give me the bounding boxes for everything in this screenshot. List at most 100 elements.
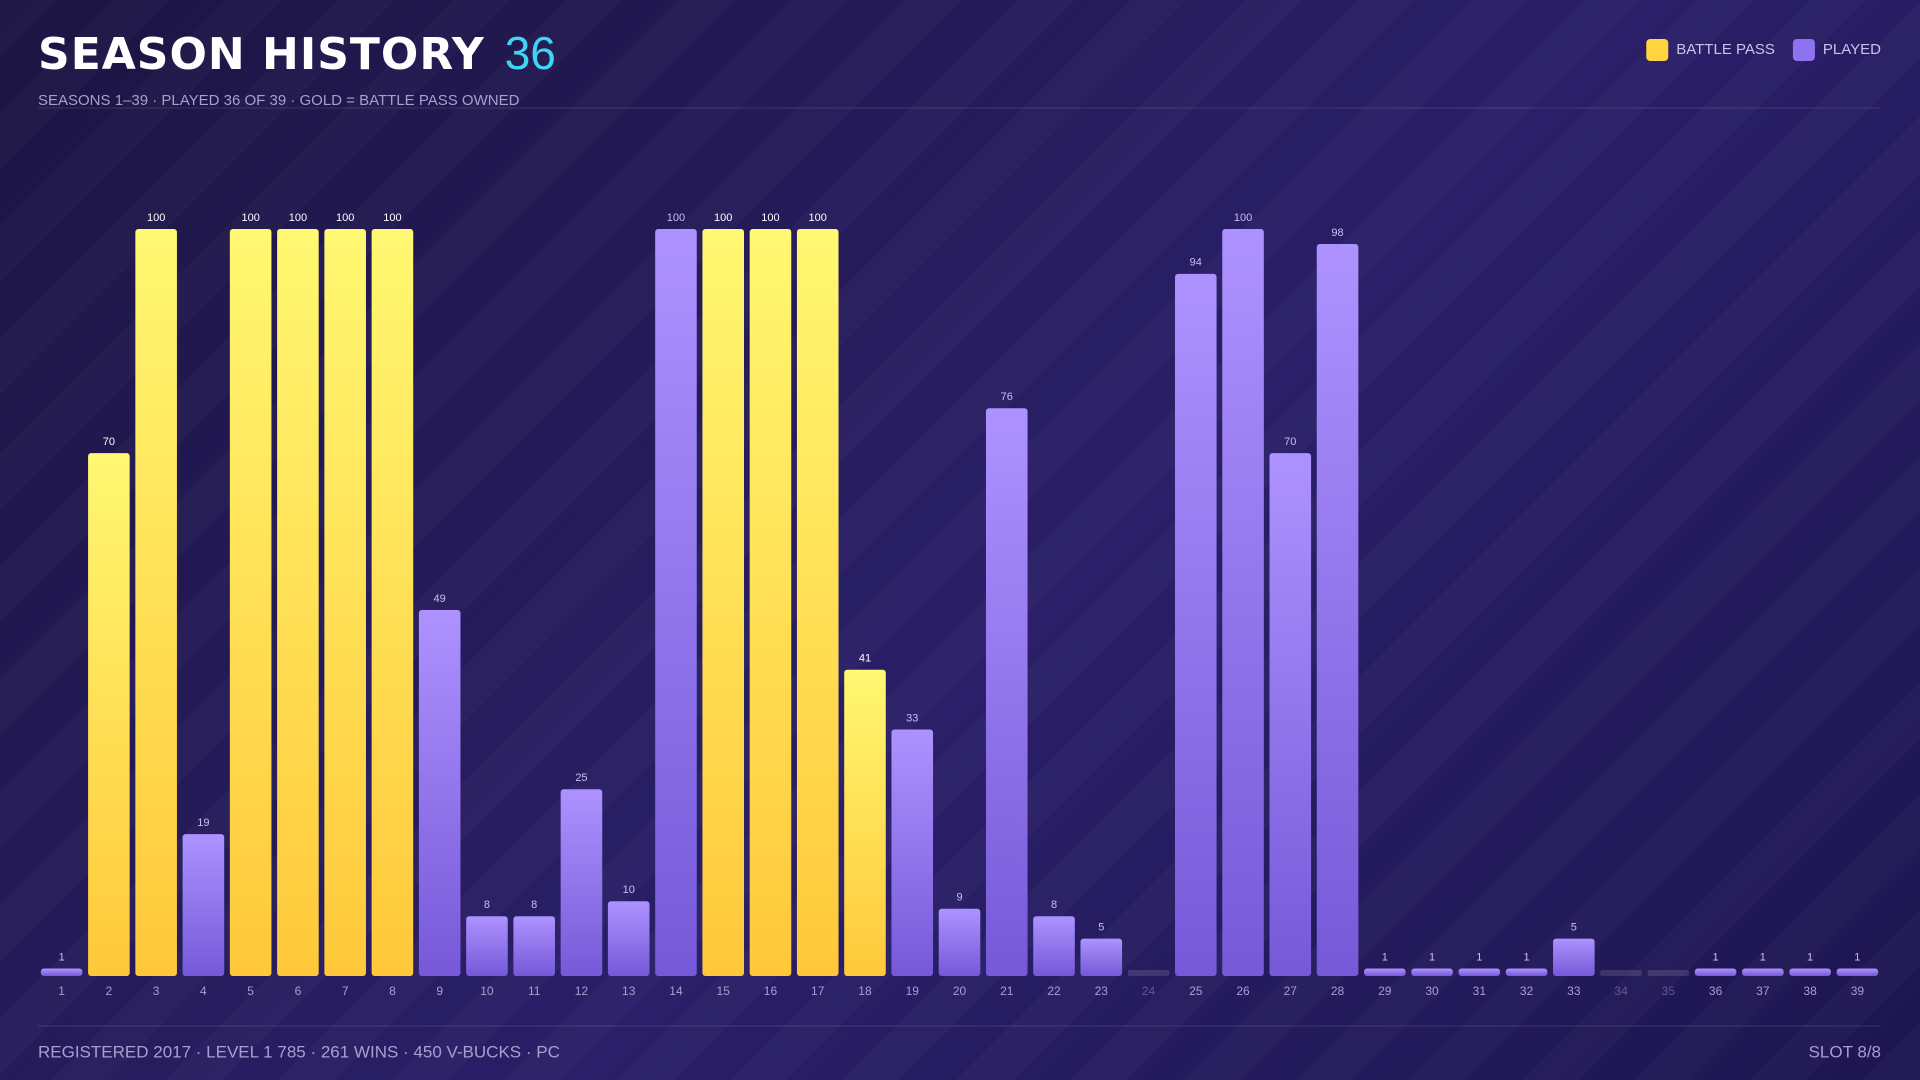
x-tick-label: 12 <box>575 984 589 998</box>
value-label: 76 <box>1001 391 1013 403</box>
bar <box>1316 243 1359 976</box>
bar <box>702 229 745 976</box>
bar <box>985 408 1028 976</box>
value-label: 33 <box>906 712 918 724</box>
x-tick-label: 10 <box>480 984 494 998</box>
bar <box>40 968 83 976</box>
x-tick-label: 8 <box>389 984 396 998</box>
bar <box>1789 968 1831 976</box>
value-label: 41 <box>859 653 871 665</box>
bar <box>182 834 225 976</box>
value-label: 98 <box>1331 227 1343 239</box>
x-tick-label: 4 <box>200 984 207 998</box>
x-tick-label: 18 <box>858 984 872 998</box>
title: SEASON HISTORY <box>38 29 485 80</box>
subtitle: SEASONS 1–39 · PLAYED 36 OF 39 · GOLD = … <box>38 92 520 109</box>
x-tick-label: 22 <box>1047 984 1061 998</box>
bar <box>1080 938 1123 976</box>
x-tick-label: 2 <box>106 984 113 998</box>
value-label: 100 <box>1234 212 1252 224</box>
legend-label: PLAYED <box>1823 41 1881 58</box>
value-label: 9 <box>956 892 962 904</box>
value-label: 10 <box>623 884 635 896</box>
x-tick-label: 6 <box>295 984 302 998</box>
empty-slot <box>1127 970 1170 976</box>
value-label: 19 <box>197 817 209 829</box>
bar <box>938 908 981 976</box>
bar <box>88 453 130 977</box>
value-label: 100 <box>667 212 685 224</box>
bar <box>1694 968 1737 976</box>
played-count: 36 <box>505 27 556 79</box>
slot: SLOT 8/8 <box>1809 1042 1881 1061</box>
x-tick-label: 1 <box>58 984 65 998</box>
x-tick-label: 13 <box>622 984 636 998</box>
x-tick-label: 37 <box>1756 984 1770 998</box>
bar <box>1174 273 1217 976</box>
x-tick-label: 34 <box>1614 984 1628 998</box>
x-tick-label: 38 <box>1803 984 1817 998</box>
x-tick-label: 9 <box>436 984 443 998</box>
empty-slot <box>1647 970 1690 976</box>
x-tick-label: 14 <box>669 984 683 998</box>
x-tick-label: 35 <box>1662 984 1676 998</box>
value-label: 100 <box>147 212 165 224</box>
value-label: 100 <box>336 212 354 224</box>
x-tick-label: 23 <box>1095 984 1109 998</box>
value-label: 5 <box>1571 922 1577 934</box>
value-label: 8 <box>531 899 537 911</box>
value-label: 100 <box>714 212 732 224</box>
bar <box>466 916 508 976</box>
bar <box>371 229 414 976</box>
x-tick-label: 30 <box>1425 984 1439 998</box>
x-tick-label: 32 <box>1520 984 1534 998</box>
x-tick-label: 19 <box>906 984 920 998</box>
x-tick-label: 29 <box>1378 984 1392 998</box>
x-tick-label: 31 <box>1473 984 1487 998</box>
x-tick-label: 27 <box>1284 984 1298 998</box>
value-label: 1 <box>1807 951 1813 963</box>
bar <box>135 229 177 976</box>
value-label: 1 <box>1429 951 1435 963</box>
bar <box>749 229 792 976</box>
x-tick-label: 11 <box>528 984 541 998</box>
value-label: 25 <box>575 772 587 784</box>
value-label: 1 <box>1382 951 1388 963</box>
x-tick-label: 28 <box>1331 984 1345 998</box>
value-label: 1 <box>1476 951 1482 963</box>
empty-slot <box>1600 970 1642 976</box>
value-label: 8 <box>1051 899 1057 911</box>
value-label: 100 <box>383 212 401 224</box>
legend-swatch <box>1792 39 1815 61</box>
x-tick-label: 15 <box>717 984 731 998</box>
bar <box>1553 938 1595 976</box>
bar <box>1033 916 1075 976</box>
x-tick-label: 33 <box>1567 984 1581 998</box>
value-label: 8 <box>484 899 490 911</box>
x-tick-label: 39 <box>1851 984 1865 998</box>
value-label: 94 <box>1190 257 1202 269</box>
bar <box>277 229 319 976</box>
x-tick-label: 24 <box>1142 984 1156 998</box>
bar <box>796 229 839 976</box>
x-tick-label: 36 <box>1709 984 1723 998</box>
legend-label: BATTLE PASS <box>1676 41 1775 58</box>
bar <box>1364 968 1406 976</box>
x-tick-label: 26 <box>1236 984 1250 998</box>
bar <box>229 229 272 976</box>
value-label: 1 <box>1524 951 1530 963</box>
value-label: 100 <box>289 212 307 224</box>
bar <box>1458 968 1501 976</box>
value-label: 1 <box>59 951 65 963</box>
value-label: 49 <box>434 593 446 605</box>
bar <box>1269 453 1312 977</box>
bar <box>1505 968 1548 976</box>
x-tick-label: 17 <box>811 984 825 998</box>
legend-swatch <box>1646 39 1669 61</box>
footer-stats: REGISTERED 2017 · LEVEL 1 785 · 261 WINS… <box>38 1042 560 1061</box>
bar <box>560 789 603 976</box>
value-label: 1 <box>1713 951 1719 963</box>
